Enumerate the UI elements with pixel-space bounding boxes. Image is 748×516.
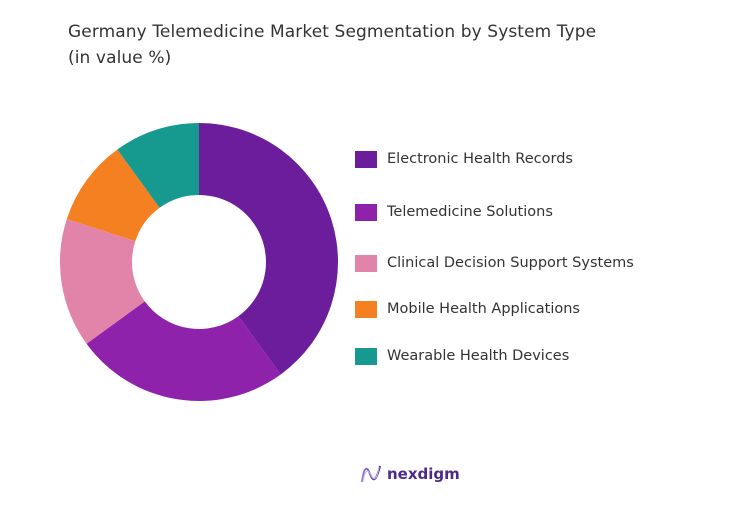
legend-swatch — [355, 150, 377, 168]
nexdigm-wave-logo-icon — [361, 465, 381, 483]
legend-item: Telemedicine Solutions — [355, 201, 553, 223]
donut-slice-electronic-health-records — [199, 123, 338, 375]
legend-item: Electronic Health Records — [355, 148, 573, 170]
legend-item: Mobile Health Applications — [355, 298, 580, 320]
legend-label: Clinical Decision Support Systems — [387, 255, 634, 271]
legend-label: Mobile Health Applications — [387, 301, 580, 317]
donut-slice-clinical-decision-support-systems — [59, 219, 145, 344]
brand-name: nexdigm — [387, 465, 460, 483]
legend-swatch — [355, 254, 377, 272]
legend-label: Wearable Health Devices — [387, 348, 570, 364]
legend-item: Wearable Health Devices — [355, 345, 569, 367]
legend-swatch — [355, 300, 377, 318]
donut-slice-wearable-health-devices — [117, 123, 199, 208]
legend-item: Clinical Decision Support Systems — [355, 252, 634, 274]
chart-title-line1: Germany Telemedicine Market Segmentation… — [68, 22, 597, 42]
legend-swatch — [355, 347, 377, 365]
legend-label: Electronic Health Records — [387, 151, 573, 167]
chart-title: Germany Telemedicine Market Segmentation… — [68, 19, 708, 71]
brand-logo: nexdigm — [360, 464, 460, 484]
donut-slices — [59, 123, 338, 402]
chart-title-line2: (in value %) — [68, 48, 172, 68]
donut-slice-telemedicine-solutions — [86, 301, 281, 402]
donut-slice-mobile-health-applications — [66, 149, 160, 242]
legend-swatch — [355, 203, 377, 221]
legend-label: Telemedicine Solutions — [387, 204, 553, 220]
